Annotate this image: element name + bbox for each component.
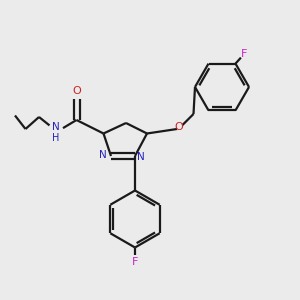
- Text: N: N: [137, 152, 145, 163]
- Text: O: O: [72, 85, 81, 96]
- Text: N: N: [52, 122, 59, 133]
- Text: O: O: [174, 122, 183, 133]
- Text: F: F: [241, 49, 248, 59]
- Text: H: H: [52, 133, 59, 143]
- Text: F: F: [132, 257, 138, 267]
- Text: N: N: [99, 150, 106, 161]
